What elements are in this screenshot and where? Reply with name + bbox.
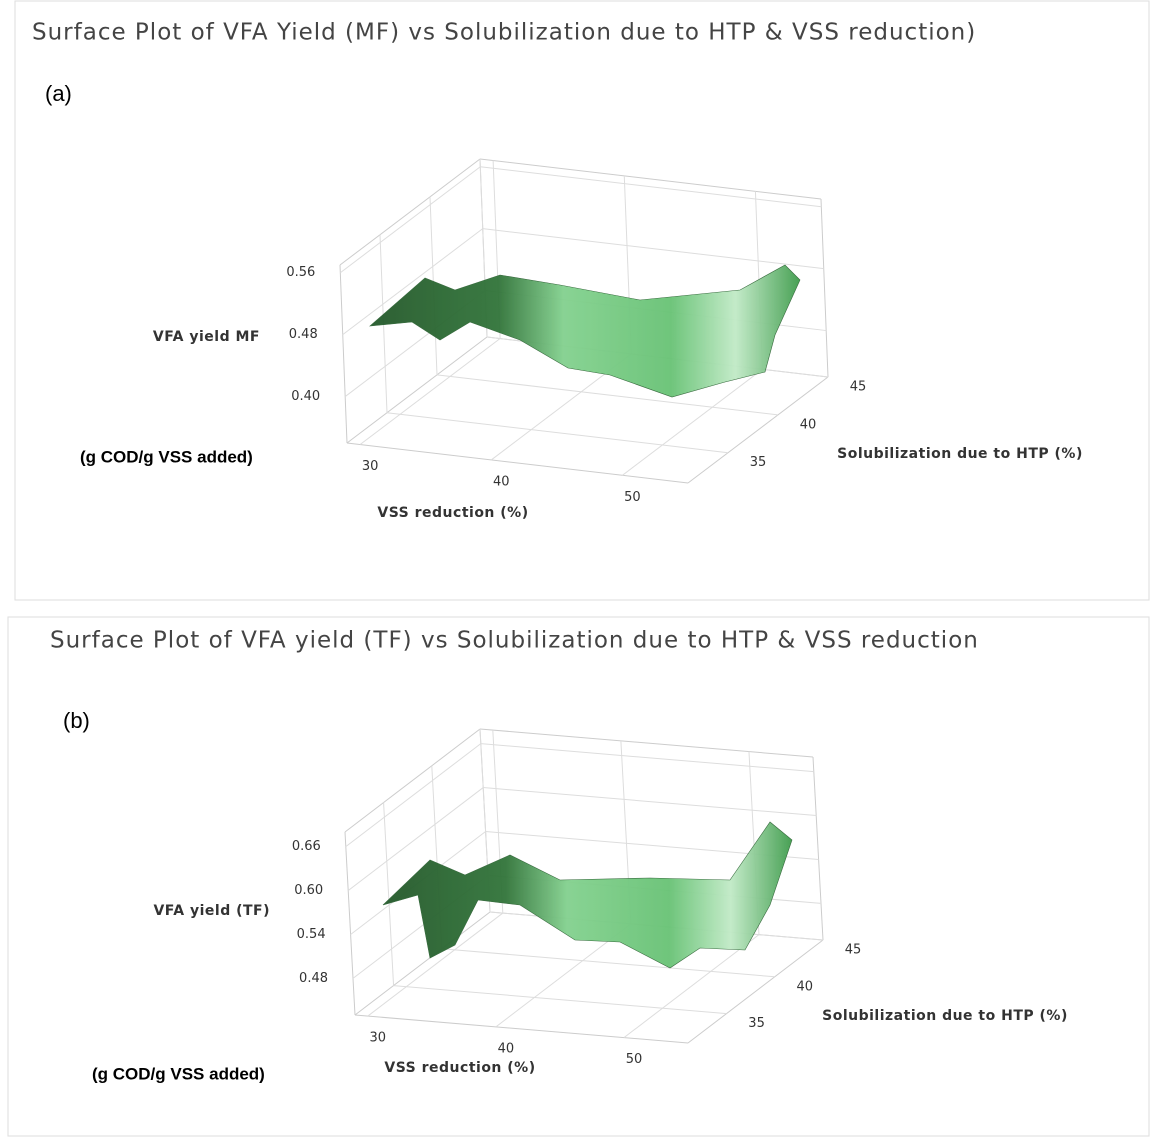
x-tick-label: 50 [626, 1052, 643, 1067]
box-edge [344, 728, 481, 833]
box-edge [354, 1014, 689, 1044]
x-axis-label: VSS reduction (%) [384, 1060, 535, 1076]
box-edge [812, 756, 824, 941]
box-edge [344, 831, 356, 1016]
grid-line [340, 166, 481, 274]
y-axis-label: Solubilization due to HTP (%) [837, 446, 1083, 462]
z-tick-label: 0.54 [297, 927, 326, 942]
x-tick-label: 40 [493, 474, 510, 489]
y-tick-label: 40 [800, 417, 817, 432]
z-axis-unit: (g COD/g VSS added) [80, 447, 253, 466]
z-tick-label: 0.56 [286, 265, 315, 280]
x-tick-label: 30 [362, 459, 379, 474]
chart-title: Surface Plot of VFA yield (TF) vs Solubi… [50, 628, 979, 654]
grid-line [482, 228, 824, 270]
surface [369, 264, 801, 398]
z-tick-label: 0.66 [292, 839, 321, 854]
y-tick-label: 45 [845, 943, 862, 958]
x-tick-label: 30 [370, 1031, 387, 1046]
grid-line [345, 743, 482, 848]
panel-label: (b) [63, 708, 90, 733]
panel-label: (a) [45, 81, 72, 106]
grid-line [480, 743, 814, 773]
box-edge [354, 911, 491, 1016]
x-tick-label: 40 [498, 1041, 515, 1056]
x-tick-label: 50 [624, 490, 641, 505]
z-tick-label: 0.48 [289, 327, 318, 342]
grid-line [383, 802, 395, 986]
y-tick-label: 35 [748, 1016, 765, 1031]
surface-highlight [370, 265, 800, 397]
box-edge [687, 939, 824, 1044]
surface-highlight [383, 822, 792, 968]
grid-line [441, 948, 775, 978]
z-axis-unit: (g COD/g VSS added) [92, 1064, 265, 1083]
z-tick-label: 0.48 [299, 971, 328, 986]
box-edge [479, 158, 822, 200]
chart-title: Surface Plot of VFA Yield (MF) vs Solubi… [32, 20, 976, 46]
z-axis-label: VFA yield MF [153, 329, 260, 345]
box-edge [820, 198, 829, 378]
y-tick-label: 40 [797, 979, 814, 994]
grid-line [359, 338, 501, 445]
box-edge [339, 158, 481, 266]
y-tick-label: 45 [850, 380, 867, 395]
grid-line [436, 374, 779, 416]
panel-frame [7, 616, 1150, 1137]
grid-line [386, 412, 729, 454]
grid-line [480, 166, 822, 208]
panel-frame [14, 0, 1150, 601]
z-axis-label: VFA yield (TF) [153, 903, 270, 919]
y-axis-label: Solubilization due to HTP (%) [822, 1008, 1068, 1024]
box-edge [346, 442, 689, 484]
grid-line [623, 934, 760, 1039]
grid-line [622, 368, 763, 476]
z-tick-label: 0.60 [294, 883, 323, 898]
grid-line [342, 228, 484, 336]
grid-line [367, 912, 504, 1017]
box-edge [479, 728, 814, 758]
box-edge [339, 264, 348, 444]
box-edge [346, 336, 488, 444]
grid-line [347, 787, 484, 891]
y-tick-label: 35 [750, 455, 767, 470]
grid-line [483, 787, 817, 817]
grid-line [393, 985, 727, 1015]
surface [382, 821, 793, 969]
z-tick-label: 0.40 [291, 389, 320, 404]
x-axis-label: VSS reduction (%) [377, 505, 528, 521]
box-edge [687, 376, 829, 484]
